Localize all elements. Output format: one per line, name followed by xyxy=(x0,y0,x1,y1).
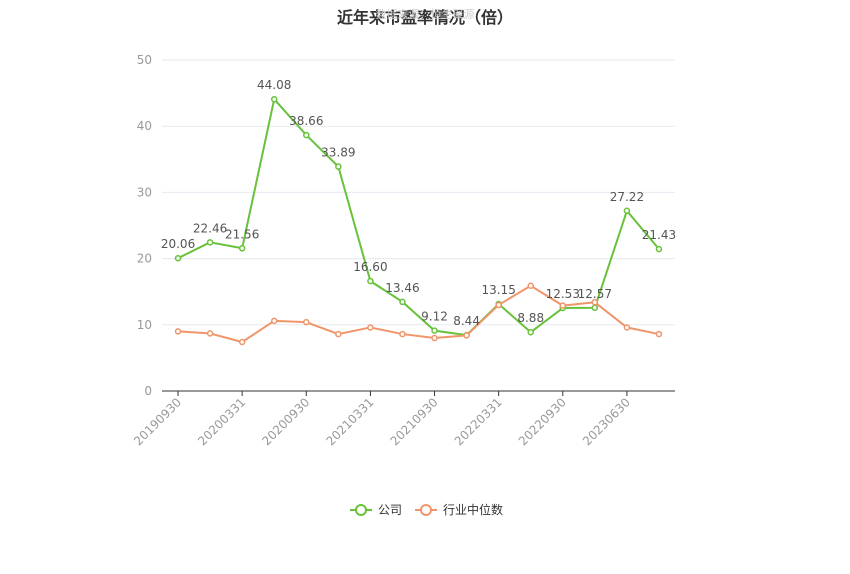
legend-label: 行业中位数 xyxy=(443,502,503,517)
x-tick-label: 20190930 xyxy=(131,395,184,448)
data-label: 44.08 xyxy=(257,78,291,92)
data-label: 21.56 xyxy=(225,227,259,241)
data-label: 33.89 xyxy=(321,146,355,160)
data-label: 16.60 xyxy=(353,260,387,274)
data-label: 8.44 xyxy=(453,314,480,328)
y-tick-label: 30 xyxy=(137,185,152,199)
x-tick-label: 20230630 xyxy=(580,395,633,448)
y-axis: 0 10 20 30 40 50 xyxy=(137,53,152,398)
data-label: 12.57 xyxy=(578,287,612,301)
y-tick-label: 40 xyxy=(137,119,152,133)
series-group xyxy=(174,95,663,346)
data-point xyxy=(399,298,406,306)
data-point xyxy=(495,301,502,309)
data-point xyxy=(335,163,342,170)
x-tick-label: 20220930 xyxy=(516,395,569,448)
series-line-0 xyxy=(177,98,660,337)
data-point xyxy=(527,328,534,336)
data-point xyxy=(431,334,438,342)
y-tick-label: 0 xyxy=(144,384,152,398)
data-label: 27.22 xyxy=(610,190,644,204)
data-point xyxy=(238,245,246,252)
x-tick-label: 20220331 xyxy=(452,395,505,448)
legend-swatch-marker xyxy=(420,504,432,516)
data-point xyxy=(367,277,374,285)
legend-label: 公司 xyxy=(378,503,402,517)
data-point xyxy=(655,245,663,253)
x-tick-label: 20200930 xyxy=(259,395,312,448)
data-point xyxy=(527,282,534,289)
series-line-1 xyxy=(177,284,660,344)
data-point xyxy=(463,332,470,339)
data-point xyxy=(623,324,631,331)
data-point xyxy=(431,327,438,334)
data-point xyxy=(206,330,214,337)
x-tick-label: 20200331 xyxy=(195,395,248,448)
data-label: 20.06 xyxy=(161,237,195,251)
data-point xyxy=(399,330,406,338)
data-point xyxy=(335,330,342,338)
grid-lines xyxy=(162,59,675,326)
data-point xyxy=(623,207,631,215)
x-axis: 20190930 20200331 20200930 20210331 20210930… xyxy=(131,390,675,448)
data-point xyxy=(174,254,182,262)
data-point xyxy=(206,239,214,246)
data-label: 9.12 xyxy=(421,310,448,324)
data-point xyxy=(174,328,182,335)
legend-swatch-marker xyxy=(355,504,367,516)
data-point xyxy=(655,330,663,338)
chart-title: 近年来市盈率情况（倍） xyxy=(336,8,513,27)
data-label: 8.88 xyxy=(517,311,544,325)
data-point xyxy=(303,318,310,326)
data-label: 13.15 xyxy=(481,283,515,297)
data-point xyxy=(270,95,278,103)
y-tick-label: 10 xyxy=(137,318,152,332)
legend[interactable]: 公司 行业中位数 xyxy=(350,502,503,517)
x-tick-label: 20210331 xyxy=(323,395,376,448)
data-point xyxy=(591,304,599,312)
data-label: 13.46 xyxy=(385,281,419,295)
y-tick-label: 50 xyxy=(137,53,152,67)
data-point xyxy=(559,302,567,309)
data-point xyxy=(303,131,310,139)
legend-item-0[interactable]: 公司 xyxy=(350,503,402,517)
data-point xyxy=(238,338,246,346)
data-point xyxy=(591,299,599,306)
data-label: 38.66 xyxy=(289,114,323,128)
data-label: 21.43 xyxy=(642,228,676,242)
data-point xyxy=(367,324,374,331)
legend-item-1[interactable]: 行业中位数 xyxy=(415,502,503,517)
x-tick-label: 20210930 xyxy=(388,395,441,448)
data-label: 22.46 xyxy=(193,221,227,235)
data-label: 12.53 xyxy=(546,287,580,301)
data-point xyxy=(270,317,278,325)
y-tick-label: 20 xyxy=(137,252,152,266)
